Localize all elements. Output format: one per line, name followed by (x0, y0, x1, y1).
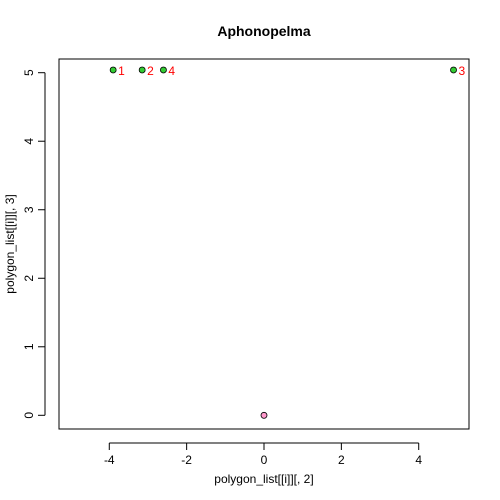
y-axis-label: polygon_list[[i]][, 3] (3, 194, 17, 293)
y-tick-label: 0 (22, 412, 36, 419)
y-axis: 0 1 2 3 4 5 (22, 69, 46, 419)
x-tick-label: 4 (415, 453, 422, 467)
point-label: 1 (118, 64, 125, 78)
data-point (109, 66, 117, 74)
x-tick-label: -2 (181, 453, 192, 467)
data-point (450, 66, 457, 74)
plot-frame (58, 58, 470, 430)
y-tick-label: 3 (22, 206, 36, 213)
x-tick-label: -4 (104, 453, 115, 467)
x-axis-label: polygon_list[[i]][, 2] (214, 472, 313, 486)
y-tick-label: 1 (22, 343, 36, 350)
x-tick-label: 2 (338, 453, 345, 467)
point-label: 4 (168, 64, 175, 78)
data-point (160, 66, 167, 74)
y-tick-label: 4 (22, 138, 36, 145)
y-tick-label: 5 (22, 69, 36, 76)
data-point (138, 66, 146, 74)
data-point (260, 411, 268, 419)
point-label: 2 (147, 64, 154, 78)
x-axis: -4 -2 0 2 4 (104, 442, 422, 467)
y-tick-label: 2 (22, 275, 36, 282)
chart-title: Aphonopelma (217, 23, 311, 39)
data-points: 1 2 3 4 (109, 64, 466, 419)
x-tick-label: 0 (261, 453, 268, 467)
point-label: 3 (459, 64, 466, 78)
